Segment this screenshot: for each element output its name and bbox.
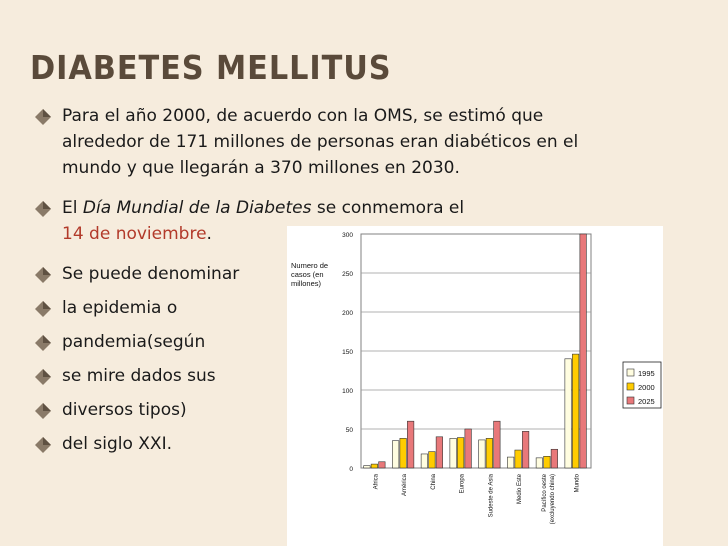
bar-2025 (550, 448, 558, 469)
bar-2025 (378, 461, 386, 469)
legend-label: 2000 (638, 383, 655, 392)
x-tick-label: (excluyendo china) (550, 474, 556, 524)
x-tick-label: Mundo (575, 473, 581, 492)
legend-swatch-2000 (626, 382, 635, 391)
bar-2025 (435, 436, 443, 469)
bullet-text: El Día Mundial de la Diabetes se conmemo… (62, 198, 465, 218)
y-tick-label: 150 (342, 349, 353, 356)
diamond-bullet-icon (35, 266, 51, 283)
bar-1995 (449, 438, 457, 469)
bar-1995 (564, 358, 572, 469)
x-tick-label: Africa (373, 473, 379, 489)
bar-1995 (392, 440, 400, 469)
bar-2025 (522, 431, 530, 469)
diamond-bullet-icon (35, 300, 51, 317)
y-tick-label: 300 (342, 232, 353, 239)
bullet-text: 14 de noviembre. (62, 224, 212, 244)
chart-svg: Numero de casos (en millones) 0 50 100 150 200 2… (291, 232, 662, 524)
x-tick-label: Medio Este (517, 473, 523, 504)
legend-label: 1995 (638, 369, 655, 378)
bullet-text: del siglo XXI. (62, 434, 172, 454)
slide-title: DIABETES MELLITUS (30, 48, 392, 87)
bullet-text: la epidemia o (62, 298, 178, 318)
diamond-bullet-icon (35, 436, 51, 453)
bullet-text: Se puede denominar (62, 264, 240, 284)
bar-1995 (478, 439, 486, 469)
bar-2025 (464, 428, 472, 469)
bar-2000 (399, 438, 407, 469)
x-tick-label: Europa (460, 473, 466, 493)
bar-2000 (485, 438, 493, 469)
y-tick-label: 0 (349, 466, 353, 473)
x-tick-label: Sudeste de Asia (488, 473, 494, 517)
bullet-text: pandemia(según (62, 332, 206, 352)
x-tick-label: Pacífico oeste (542, 473, 548, 511)
bar-2000 (572, 353, 580, 469)
bullet-text: se mire dados sus (62, 366, 216, 386)
bullet-text: Para el año 2000, de acuerdo con la OMS,… (62, 106, 544, 126)
bar-1995 (507, 456, 515, 469)
bar-2025 (579, 233, 587, 469)
y-tick-label: 100 (342, 388, 353, 395)
y-tick-label: 200 (342, 310, 353, 317)
x-tick-label: América (402, 473, 408, 496)
bar-1995 (363, 465, 371, 469)
legend-swatch-2025 (626, 396, 635, 405)
date-highlight: 14 de noviembre (62, 224, 207, 244)
diamond-bullet-icon (35, 334, 51, 351)
y-tick-label: 250 (342, 271, 353, 278)
bullet-text: alrededor de 171 millones de personas er… (62, 132, 579, 152)
bar-1995 (535, 457, 543, 469)
bullet-text: diversos tipos) (62, 400, 187, 420)
x-tick-label: China (431, 473, 437, 489)
bar-2025 (493, 420, 501, 469)
diamond-bullet-icon (35, 402, 51, 419)
legend-label: 2025 (638, 397, 655, 406)
legend-swatch-1995 (626, 368, 635, 377)
y-tick-label: 50 (346, 427, 354, 434)
world-diabetes-day: Día Mundial de la Diabetes (82, 198, 312, 218)
diamond-bullet-icon (35, 200, 51, 217)
bar-2000 (543, 456, 551, 469)
bullet-text: mundo y que llegarán a 370 millones en 2… (62, 158, 460, 178)
bar-2000 (457, 437, 465, 469)
bar-2000 (370, 463, 378, 469)
bar-2000 (514, 449, 522, 469)
bar-1995 (420, 453, 428, 469)
diamond-bullet-icon (35, 108, 51, 125)
bar-2025 (407, 420, 415, 469)
bar-2000 (428, 451, 436, 469)
diamond-bullet-icon (35, 368, 51, 385)
y-axis-label: Numero de casos (en millones) (291, 261, 328, 288)
diabetes-cases-chart: Numero de casos (en millones) 0 50 100 150 200 2… (287, 226, 663, 546)
